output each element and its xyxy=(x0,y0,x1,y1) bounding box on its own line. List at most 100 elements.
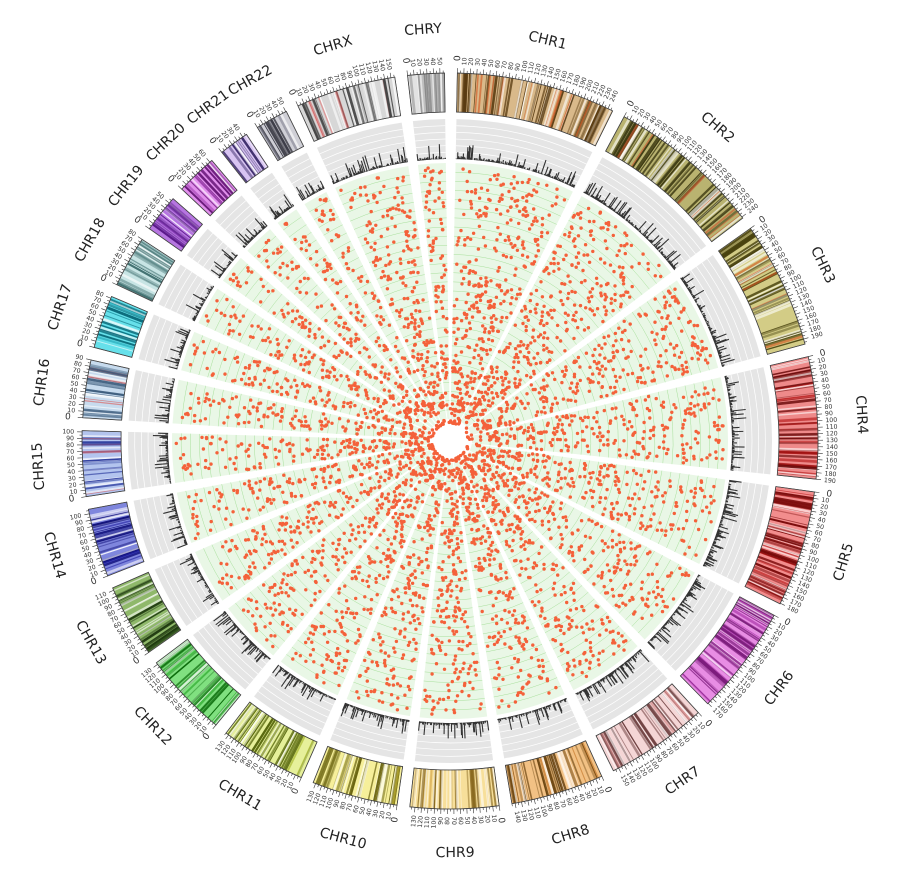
scatter-point xyxy=(486,387,491,392)
scatter-point xyxy=(270,542,275,546)
scatter-point xyxy=(644,313,648,317)
scatter-point xyxy=(406,643,411,647)
scatter-point xyxy=(459,228,463,233)
scatter-point xyxy=(610,501,614,506)
scatter-point xyxy=(383,372,387,376)
scatter-point xyxy=(470,190,474,194)
scatter-point xyxy=(464,316,469,320)
scatter-point xyxy=(530,600,535,604)
scatter-point xyxy=(285,442,289,447)
scatter-point xyxy=(503,642,507,646)
scatter-point xyxy=(447,555,451,559)
scatter-point xyxy=(369,532,373,536)
scatter-point xyxy=(555,335,559,340)
scatter-point xyxy=(334,480,339,484)
scatter-point xyxy=(409,248,413,252)
scatter-point xyxy=(560,369,565,374)
scatter-point xyxy=(588,661,592,665)
scatter-point xyxy=(424,393,428,397)
scatter-point xyxy=(502,512,507,517)
scatter-point xyxy=(440,275,444,280)
scatter-point xyxy=(553,432,557,436)
scatter-point xyxy=(388,452,392,456)
scatter-point xyxy=(404,284,408,288)
scatter-point xyxy=(676,527,681,531)
scatter-point xyxy=(668,342,673,346)
scatter-point xyxy=(534,361,538,366)
scatter-point xyxy=(570,419,574,423)
scatter-point xyxy=(531,643,535,647)
scatter-point xyxy=(656,488,660,492)
scatter-point xyxy=(395,708,400,712)
scatter-point xyxy=(254,549,258,554)
scatter-point xyxy=(301,382,305,386)
scatter-point xyxy=(538,614,543,618)
scatter-point xyxy=(563,349,567,353)
scatter-point xyxy=(353,191,357,196)
scatter-point xyxy=(331,212,335,217)
scatter-point xyxy=(469,479,474,484)
scatter-point xyxy=(574,607,579,611)
scatter-point xyxy=(662,500,666,504)
scatter-point xyxy=(255,606,259,611)
scatter-point xyxy=(428,533,432,537)
scatter-point xyxy=(291,309,295,313)
scatter-point xyxy=(407,676,412,680)
scatter-point xyxy=(364,390,368,395)
scatter-point xyxy=(460,396,464,401)
scatter-point xyxy=(558,418,562,422)
scatter-point xyxy=(440,350,444,354)
scatter-point xyxy=(381,214,385,219)
scatter-point xyxy=(566,398,570,402)
scatter-point xyxy=(555,488,559,493)
scatter-point xyxy=(442,263,446,268)
scatter-point xyxy=(499,577,503,581)
scatter-point xyxy=(523,406,527,410)
scatter-point xyxy=(612,652,616,656)
scatter-point xyxy=(619,513,624,517)
scatter-point xyxy=(385,209,390,213)
scatter-point xyxy=(591,489,596,494)
scatter-point xyxy=(530,452,535,456)
scatter-point xyxy=(547,272,551,276)
scatter-point xyxy=(357,696,361,700)
scatter-grid-ring xyxy=(485,635,539,653)
scatter-grid-ring xyxy=(640,396,646,462)
scatter-point xyxy=(408,419,413,424)
scatter-point xyxy=(303,384,307,389)
scatter-point xyxy=(286,302,290,306)
scatter-point xyxy=(349,384,353,388)
scatter-point xyxy=(339,625,343,629)
scatter-point xyxy=(566,445,571,449)
scatter-point xyxy=(604,295,608,299)
scatter-point xyxy=(584,658,588,662)
scatter-point xyxy=(617,249,621,253)
scatter-point xyxy=(262,583,266,587)
scatter-point xyxy=(493,246,497,250)
scatter-point xyxy=(469,206,474,210)
scatter-point xyxy=(200,435,204,440)
scatter-point xyxy=(588,290,592,294)
scatter-point xyxy=(444,615,449,619)
scatter-point xyxy=(407,371,412,375)
scatter-point xyxy=(443,541,447,545)
scatter-point xyxy=(436,639,440,643)
scatter-point xyxy=(268,479,272,484)
scatter-point xyxy=(447,462,451,466)
scatter-point xyxy=(682,456,686,460)
scatter-point xyxy=(572,375,577,379)
scatter-point xyxy=(303,355,308,360)
scatter-point xyxy=(587,518,591,522)
scatter-grid-ring xyxy=(618,555,663,614)
scatter-point xyxy=(283,528,288,532)
scatter-point xyxy=(375,498,379,502)
scatter-point xyxy=(441,560,445,564)
scatter-point xyxy=(322,632,327,636)
scatter-point xyxy=(308,321,312,326)
scatter-point xyxy=(533,519,537,524)
scatter-point xyxy=(680,363,684,368)
scatter-grid-ring xyxy=(569,412,573,454)
scatter-point xyxy=(189,391,193,396)
scatter-point xyxy=(566,291,571,296)
scatter-point xyxy=(506,235,511,239)
